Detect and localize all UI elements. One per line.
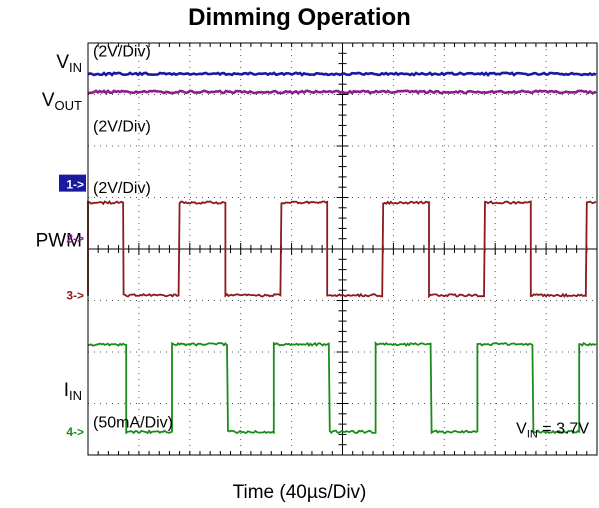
channel-marker: 1-> [66,178,84,192]
traces [87,71,597,435]
chart-title: Dimming Operation [188,4,411,31]
trace-V_OUT [88,89,597,95]
scale-label: (50mA/Div) [93,415,173,432]
x-axis-label: Time (40µs/Div) [232,482,367,503]
trace-I_IN [87,341,597,435]
scale-label: (2V/Div) [93,180,151,197]
channel-marker: 3-> [66,288,84,302]
grid [87,42,598,456]
marker-box [59,174,86,192]
channel-marker: 4-> [66,425,84,439]
plot-frame [87,42,598,456]
channel-label-V_OUT: VOUT [42,90,82,113]
channel-label-I_IN: IIN [64,380,82,403]
channel-label-PWM: PWM [36,230,82,251]
scale-label: (2V/Div) [93,118,151,135]
trace-V_IN [87,71,597,77]
vin-annotation: VIN = 3.7V [516,420,589,440]
channel-marker: 2-> [66,232,84,246]
channel-label-V_IN: VIN [56,52,82,75]
trace-PWM [87,200,597,299]
scale-label: (2V/Div) [93,44,151,61]
labels: VIN VOUT PWM IIN (2V/Div) (2V/Div) (2V/Div) (50… [36,44,590,441]
